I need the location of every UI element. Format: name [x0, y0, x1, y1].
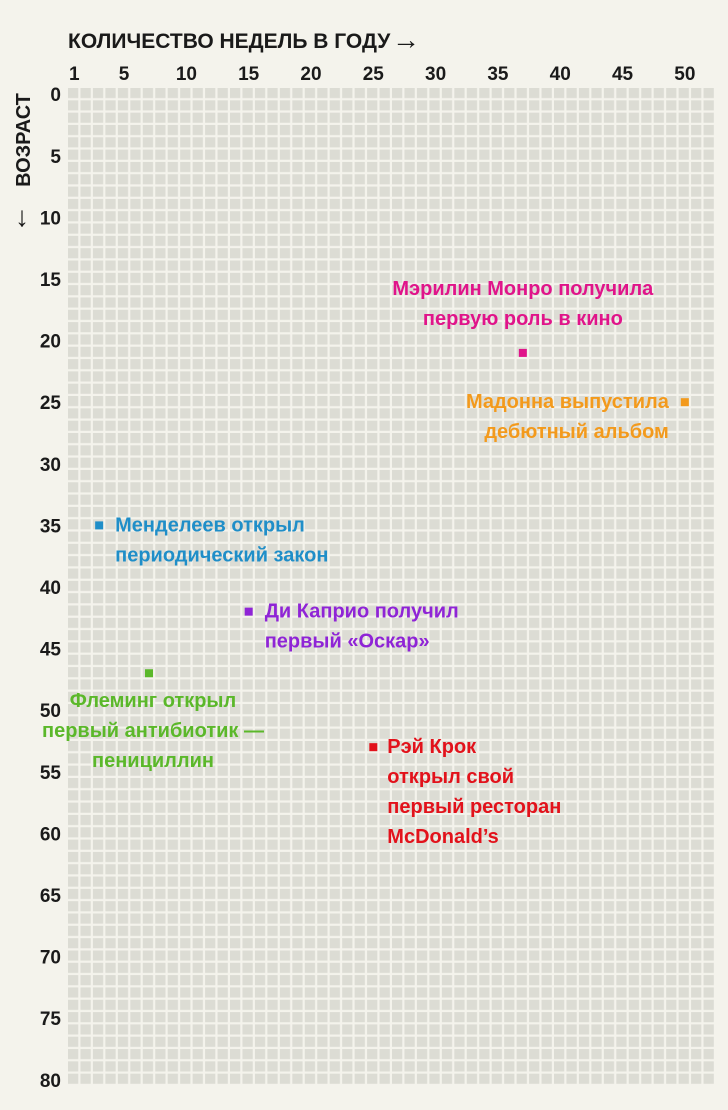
x-tick-label: 1: [69, 64, 80, 85]
y-tick-label: 20: [40, 332, 61, 353]
y-axis-label: ВОЗРАСТ: [13, 93, 35, 187]
event-marker: [145, 669, 153, 678]
week-cells: [68, 88, 716, 1086]
event-label-line: периодический закон: [115, 544, 328, 566]
event-marker: [95, 521, 104, 530]
event-label-line: первый «Оскар»: [265, 631, 430, 653]
event-label: Мадонна выпустила дебютный альбом: [466, 391, 670, 443]
y-tick-label: 45: [40, 640, 62, 661]
x-tick-label: 45: [612, 64, 634, 85]
x-tick-label: 30: [425, 64, 446, 85]
y-tick-label: 5: [50, 147, 61, 168]
event-marker: [369, 743, 378, 752]
event-label-line: McDonald’s: [387, 826, 499, 848]
y-tick-label: 50: [40, 701, 61, 722]
event-label-line: открыл свой: [387, 766, 514, 788]
event-markers: Мэрилин Монро получила первую роль в кино…: [42, 278, 689, 848]
y-tick-labels: 0 5 10 15 20 25 30 35 40 45 50 55 60 65 70 75 80: [40, 85, 62, 1092]
event-label-line: Мадонна выпустила: [466, 391, 670, 413]
x-tick-label: 20: [300, 64, 321, 85]
x-tick-label: 10: [176, 64, 197, 85]
y-tick-label: 40: [40, 578, 61, 599]
event-marker: [518, 348, 527, 357]
event-label-line: Ди Каприо получил: [265, 601, 459, 623]
week-grid: [68, 88, 716, 1086]
y-tick-label: 75: [40, 1009, 62, 1030]
event-label-line: Мэрилин Монро получила: [392, 278, 654, 300]
y-tick-label: 30: [40, 455, 61, 476]
event-label-line: Флеминг открыл: [70, 690, 236, 712]
y-tick-label: 80: [40, 1071, 61, 1092]
x-tick-label: 40: [550, 64, 571, 85]
event-label: Мэрилин Монро получила первую роль в кино: [392, 278, 654, 330]
event-marker: [244, 607, 253, 616]
event-label: Флеминг открыл первый антибиотик — пеницил…: [42, 690, 264, 772]
event-label-line: Рэй Крок: [387, 736, 477, 758]
y-tick-label: 15: [40, 270, 62, 291]
y-tick-label: 70: [40, 948, 61, 969]
y-axis-arrow: ↓: [15, 201, 29, 232]
y-tick-label: 55: [40, 763, 62, 784]
event-label-line: пенициллин: [92, 750, 214, 772]
x-tick-label: 15: [238, 64, 260, 85]
x-tick-label: 25: [363, 64, 385, 85]
y-tick-label: 35: [40, 516, 62, 537]
event-label: Менделеев открыл периодический закон: [115, 514, 328, 566]
y-tick-label: 25: [40, 393, 62, 414]
x-axis-arrow: →: [392, 24, 420, 55]
y-tick-label: 60: [40, 824, 61, 845]
event-label: Рэй Крок открыл свой первый ресторан McDona…: [387, 736, 561, 848]
y-tick-label: 65: [40, 886, 62, 907]
y-tick-label: 0: [50, 85, 61, 106]
x-axis-label: КОЛИЧЕСТВО НЕДЕЛЬ В ГОДУ: [68, 30, 391, 53]
event-label-line: дебютный альбом: [484, 421, 669, 443]
event-label-line: первый антибиотик —: [42, 720, 264, 742]
event-label-line: первую роль в кино: [423, 308, 623, 330]
x-tick-label: 50: [674, 64, 695, 85]
x-tick-label: 5: [119, 64, 130, 85]
y-tick-label: 10: [40, 208, 61, 229]
x-tick-labels: 1 5 10 15 20 25 30 35 40 45 50: [69, 64, 695, 85]
event-label-line: Менделеев открыл: [115, 514, 305, 536]
event-label-line: первый ресторан: [387, 796, 561, 818]
event-label: Ди Каприо получил первый «Оскар»: [265, 601, 459, 653]
x-tick-label: 35: [487, 64, 509, 85]
event-marker: [680, 398, 689, 407]
